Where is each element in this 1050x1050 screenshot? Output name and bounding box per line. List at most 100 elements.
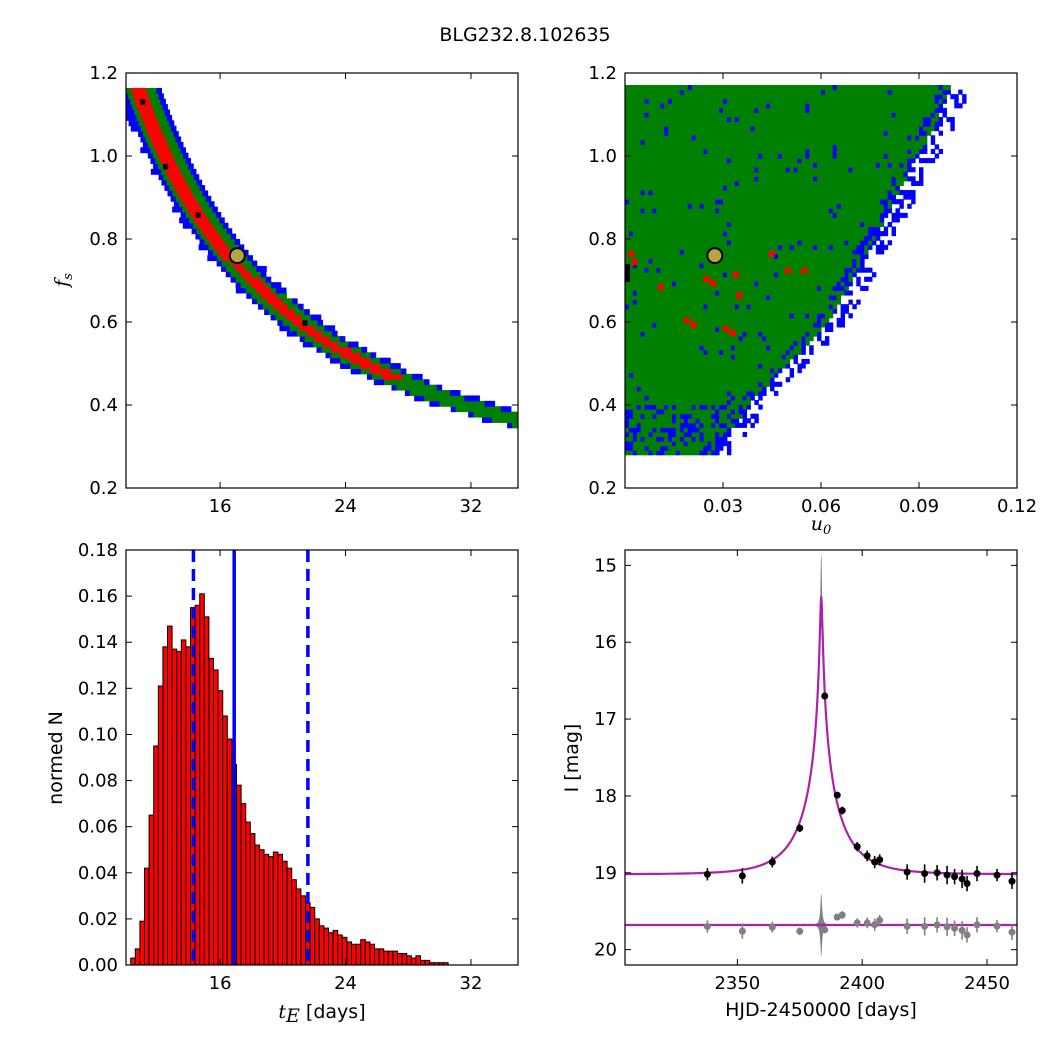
ax2-cell xyxy=(742,422,748,428)
ax2-cell xyxy=(679,217,685,223)
ax2-cell xyxy=(887,171,893,177)
ax2-cell xyxy=(687,167,693,173)
ax2-cell xyxy=(750,368,755,374)
ax1-cell xyxy=(192,190,199,197)
ax2-cell xyxy=(742,345,748,351)
ax2-cell xyxy=(875,167,881,173)
ax2-cell xyxy=(719,276,724,282)
ax2-cell xyxy=(687,381,693,387)
ax1-cell xyxy=(315,314,322,321)
ax2-cell xyxy=(770,244,775,250)
ax2-cell xyxy=(805,130,810,136)
ax2-cell xyxy=(691,308,697,314)
ax1-cell xyxy=(257,303,264,310)
ax2-cell xyxy=(640,267,646,273)
ax2-cell xyxy=(703,418,708,424)
ax2-cell xyxy=(750,331,755,337)
ax2-cell xyxy=(656,148,661,155)
ax2-cell xyxy=(922,135,928,141)
ax2-cell xyxy=(824,185,830,191)
ax1-cell xyxy=(238,244,245,251)
ax2-cell xyxy=(805,144,810,150)
ax2-cell xyxy=(875,162,881,168)
ax2-cell xyxy=(789,130,795,136)
ax2-cell xyxy=(891,199,896,205)
ax2-cell xyxy=(758,381,763,387)
ax2-cell xyxy=(766,240,771,246)
ax2-cell xyxy=(691,299,697,305)
ax2-cell xyxy=(687,409,693,415)
ax2-cell xyxy=(703,235,708,241)
ax2-cell xyxy=(832,235,838,241)
ax1-cell xyxy=(182,206,188,213)
ax2-cell xyxy=(832,231,838,237)
ax2-cell xyxy=(683,400,689,406)
ax2-cell xyxy=(707,345,712,351)
ax2-cell xyxy=(781,139,787,145)
ax2-cell xyxy=(868,244,873,250)
ax2-cell xyxy=(683,176,689,182)
ax2-cell xyxy=(758,317,763,323)
ax2-cell xyxy=(856,153,861,159)
ax2-cell xyxy=(868,199,873,205)
ax2-cell xyxy=(777,148,783,155)
ax2-cell xyxy=(781,349,787,355)
ax2-cell xyxy=(805,253,810,260)
ax2-cell xyxy=(625,107,630,113)
ax2-cell xyxy=(754,381,759,387)
ax1-cell xyxy=(412,373,418,380)
ax2-cell xyxy=(664,217,669,223)
ax2-cell xyxy=(664,281,669,287)
ax2-cell xyxy=(711,217,716,223)
ax2-cell xyxy=(738,144,744,150)
ax1-cell xyxy=(245,287,252,294)
ax2-cell xyxy=(628,139,634,145)
ax2-cell xyxy=(813,331,818,337)
ax2-cell xyxy=(652,299,657,305)
ax1-cell xyxy=(155,147,161,154)
ax2-cell xyxy=(813,190,818,196)
ax1-cell xyxy=(454,395,460,402)
ax2-cell xyxy=(883,153,889,159)
ax2-cell xyxy=(789,368,795,374)
ax2-cell xyxy=(726,276,732,282)
ax2-cell xyxy=(730,116,736,123)
ax2-cell xyxy=(852,180,857,186)
ax2-cell xyxy=(648,427,653,433)
ax2-cell xyxy=(789,203,795,209)
ax2-cell xyxy=(809,313,814,319)
ax1-cell xyxy=(168,174,175,181)
ax2-cell xyxy=(864,148,869,155)
ax2-cell xyxy=(711,171,716,177)
ax2-cell xyxy=(660,395,665,401)
ax2-cell xyxy=(703,217,708,223)
ax2-cell xyxy=(675,148,681,155)
ax2-cell xyxy=(644,431,650,438)
ax2-cell xyxy=(797,208,802,214)
ax2-cell xyxy=(864,249,869,255)
ax1-cell xyxy=(267,303,274,310)
ax2-cell xyxy=(723,212,728,218)
ax1-cell xyxy=(292,298,298,305)
ax2-cell xyxy=(895,185,900,191)
ax2-cell xyxy=(797,345,802,351)
ax2-cell xyxy=(907,190,912,196)
ax2-cell xyxy=(844,162,849,168)
ax1-cell xyxy=(147,104,153,111)
ax2-cell xyxy=(770,363,775,369)
ax2-cell xyxy=(856,176,861,182)
ax2-cell xyxy=(821,185,826,191)
ax2-cell xyxy=(715,167,720,173)
ax2-cell xyxy=(746,148,751,155)
ax2-cell xyxy=(632,331,638,337)
ax1-cell xyxy=(221,260,228,267)
ax2-cell xyxy=(879,171,885,177)
ax1-cell xyxy=(300,314,307,321)
ax2-cell xyxy=(789,354,795,360)
ax2-cell xyxy=(770,354,775,360)
ax2-cell xyxy=(785,336,791,342)
ax2-cell xyxy=(750,281,755,287)
ax1-cell xyxy=(479,400,486,407)
ax2-cell xyxy=(824,112,830,118)
ax2-cell xyxy=(707,368,712,374)
